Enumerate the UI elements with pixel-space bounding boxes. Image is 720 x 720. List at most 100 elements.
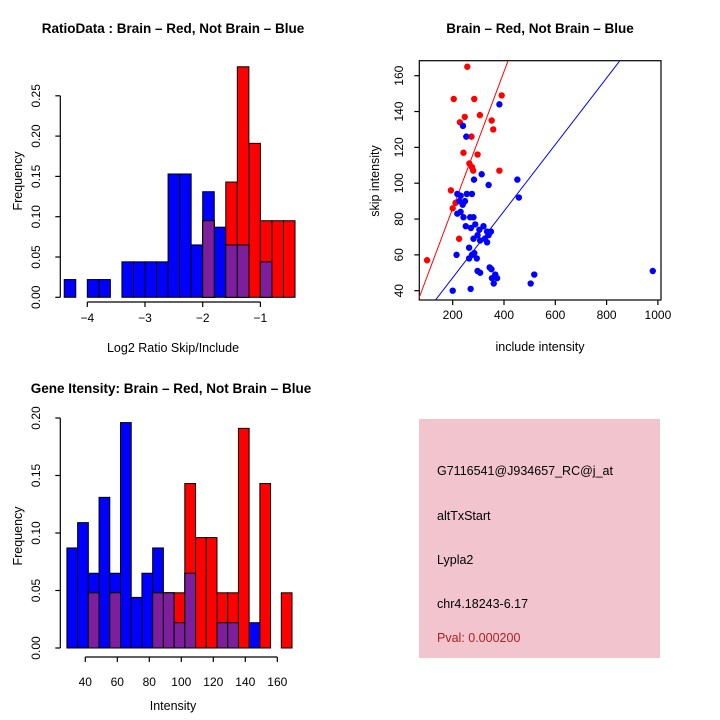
scatter-point-blue: [649, 267, 656, 275]
scatter-point-blue: [461, 197, 469, 205]
y-tick-label: 0.10: [29, 205, 43, 229]
scatter-point-red: [498, 92, 505, 99]
scatter-axes: 200 400 600 800 1000 40 60 80 100 120 140 160: [392, 65, 672, 322]
scatter-point-blue: [473, 255, 481, 262]
scatter-point-blue: [460, 214, 467, 221]
x-tick-label: −2: [196, 311, 210, 325]
x-tick-label: 400: [494, 308, 514, 322]
scatter-point-blue: [480, 222, 487, 230]
scatter-point-red: [460, 149, 467, 156]
plot-box: [418, 60, 662, 301]
hist-bar-blue: [120, 422, 132, 649]
y-tick-label: 0.25: [29, 84, 43, 108]
x-tick-label: 160: [267, 675, 287, 689]
x-tick-label: −4: [80, 311, 94, 325]
hist-bar-blue: [190, 244, 204, 298]
hist-bar-overlap: [109, 592, 121, 649]
scatter-point-blue: [514, 176, 521, 183]
hist-bar-red: [237, 427, 250, 649]
scatter-point-red: [455, 235, 463, 242]
hist-bar-blue: [86, 279, 100, 298]
x-tick-label: 600: [545, 308, 565, 322]
y-tick-label: 0.05: [29, 578, 43, 602]
scatter-point-red: [490, 126, 497, 133]
y-tick-label: 0.00: [29, 636, 43, 660]
x-tick-label: 80: [143, 675, 157, 689]
ratio-hist-xlabel: Log2 Ratio Skip/Include: [106, 341, 240, 355]
x-tick-label: −3: [138, 311, 152, 325]
scatter-point-blue: [465, 244, 473, 251]
y-tick-label: 0.20: [29, 124, 43, 148]
scatter-point-blue: [515, 194, 523, 201]
scatter-point-red: [470, 167, 477, 174]
probe-id-text: G7116541@J934657_RC@j_at: [437, 464, 613, 478]
x-tick-label: 140: [235, 675, 255, 689]
y-tick-label: 60: [392, 248, 406, 262]
ratio-hist-title: RatioData : Brain – Red, Not Brain – Blu…: [41, 21, 305, 36]
hist-bar-overlap: [202, 220, 215, 298]
y-tick-label: 0.00: [29, 285, 43, 309]
scatter-title: Brain – Red, Not Brain – Blue: [446, 21, 634, 36]
scatter-point-red: [488, 117, 495, 124]
x-tick-label: 100: [171, 675, 191, 689]
x-tick-label: 800: [597, 308, 617, 322]
scatter-point-blue: [457, 192, 464, 199]
gene-info-panel: G7116541@J934657_RC@j_at altTxStart Lypl…: [419, 419, 660, 658]
scatter-point-red: [450, 95, 457, 103]
scatter-xlabel: include intensity: [495, 340, 585, 354]
hist-bar-overlap: [152, 592, 164, 649]
hist-bar-blue: [156, 261, 169, 298]
scatter-point-blue: [463, 190, 471, 198]
splice-event-type-text: altTxStart: [437, 509, 491, 523]
hist-bar-blue: [213, 226, 227, 298]
y-tick-label: 0.05: [29, 245, 43, 269]
hist-bar-red: [259, 483, 272, 649]
y-tick-label: 100: [392, 173, 406, 193]
scatter-point-blue: [493, 274, 501, 282]
scatter-point-blue: [467, 285, 474, 293]
hist-bar-blue: [167, 173, 181, 298]
scatter-point-red: [476, 111, 484, 119]
ratio-hist-ylabel: Frequency: [11, 151, 25, 211]
hist-bar-blue: [130, 596, 143, 649]
y-tick-label: 140: [392, 101, 406, 121]
scatter-point-blue: [496, 101, 503, 108]
hist-bar-red: [248, 142, 261, 298]
gene-symbol-text: Lypla2: [437, 553, 474, 567]
scatter-point-red: [461, 113, 468, 121]
hist-bar-blue: [144, 261, 158, 298]
scatter-point-blue: [485, 181, 492, 189]
hist-bar-overlap: [162, 592, 175, 649]
scatter-point-blue: [453, 251, 460, 259]
y-tick-label: 0.10: [29, 521, 43, 545]
scatter-point-red: [474, 151, 481, 158]
scatter-point-red: [471, 95, 478, 103]
hist-bar-red: [280, 592, 293, 649]
y-tick-label: 80: [392, 212, 406, 226]
x-tick-label: 60: [111, 675, 125, 689]
ratio-histogram: 0.00 0.05 0.10 0.15 0.20 0.25 −4 −3 −2 −1: [29, 66, 296, 325]
y-tick-label: 160: [392, 65, 406, 85]
scatter-point-blue: [468, 190, 476, 198]
scatter-point-red: [468, 133, 475, 140]
scatter-point-red: [496, 167, 503, 174]
hist-bar-blue: [179, 173, 192, 298]
brain-fit-regression-line: [418, 61, 509, 299]
scatter-point-red: [447, 187, 455, 194]
scatter-point-blue: [454, 210, 461, 217]
scatter-point-blue: [462, 222, 469, 230]
hist-bar-overlap: [173, 622, 186, 649]
scatter-point-blue: [478, 171, 485, 178]
hist-bar-blue: [141, 572, 154, 649]
hist-bar-blue: [132, 261, 146, 298]
scatter-point-blue: [449, 287, 456, 294]
scatter-point-red: [449, 205, 456, 212]
scatter-point-blue: [483, 239, 491, 246]
y-tick-label: 0.20: [29, 406, 43, 430]
scatter-point-blue: [476, 269, 484, 276]
scatter-point-blue: [470, 214, 477, 221]
gene-intensity-histogram: 0.00 0.05 0.10 0.15 0.20 40 60 80 100 120 140 160: [29, 406, 293, 689]
y-tick-label: 0.15: [29, 463, 43, 487]
hist-bar-blue: [66, 547, 79, 649]
